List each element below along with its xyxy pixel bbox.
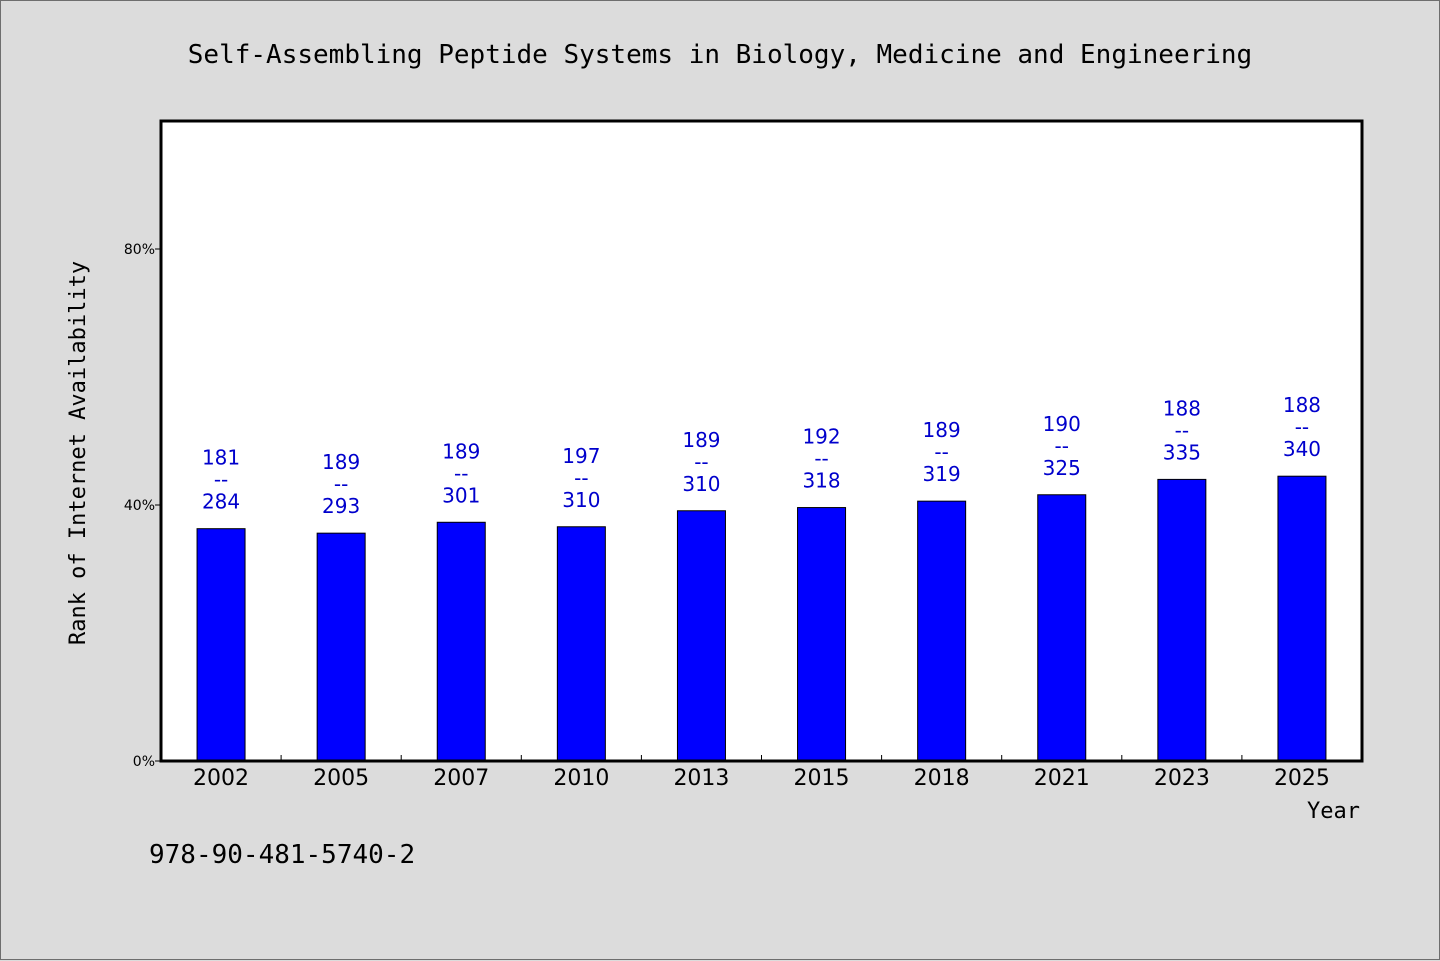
data-label: -- xyxy=(1055,434,1069,458)
data-label: 284 xyxy=(202,490,240,514)
y-axis-label: Rank of Internet Availability xyxy=(66,261,91,645)
bar xyxy=(1277,475,1327,762)
data-label: -- xyxy=(1175,418,1189,442)
data-label: 181 xyxy=(202,446,240,470)
data-label: 197 xyxy=(562,444,600,468)
x-tick-label: 2005 xyxy=(313,766,369,791)
data-label: 325 xyxy=(1043,456,1081,480)
bar xyxy=(676,510,726,762)
x-tick-label: 2013 xyxy=(673,766,729,791)
bar xyxy=(436,521,486,762)
x-tick-label: 2021 xyxy=(1034,766,1090,791)
data-label: 310 xyxy=(682,472,720,496)
x-tick-label: 2010 xyxy=(553,766,609,791)
data-label: 319 xyxy=(923,462,961,486)
data-label: 310 xyxy=(562,488,600,512)
data-label: 188 xyxy=(1283,393,1321,417)
y-tick-label: 0% xyxy=(133,754,155,770)
x-tick-label: 2007 xyxy=(433,766,489,791)
data-label: 192 xyxy=(802,425,840,449)
data-label: 301 xyxy=(442,483,480,507)
data-label: -- xyxy=(814,447,828,471)
bars-layer xyxy=(196,475,1327,762)
data-label: -- xyxy=(694,450,708,474)
y-tick-label: 80% xyxy=(124,242,155,258)
data-labels-layer: 181--284189--293189--301197--310189--310… xyxy=(202,393,1321,518)
data-label: -- xyxy=(214,468,228,492)
x-tick-label: 2015 xyxy=(794,766,850,791)
bar xyxy=(316,532,366,762)
data-label: 189 xyxy=(923,418,961,442)
bar xyxy=(196,528,246,762)
data-label: -- xyxy=(454,461,468,485)
y-tick-label: 40% xyxy=(124,498,155,514)
x-axis-label: Year xyxy=(1307,799,1360,824)
bar xyxy=(1157,478,1207,762)
data-label: 340 xyxy=(1283,437,1321,461)
data-label: -- xyxy=(574,466,588,490)
data-label: 189 xyxy=(322,450,360,474)
x-tick-label: 2023 xyxy=(1154,766,1210,791)
bar xyxy=(556,526,606,762)
isbn-text: 978-90-481-5740-2 xyxy=(149,840,415,870)
x-tick-label: 2018 xyxy=(914,766,970,791)
x-tick-label: 2002 xyxy=(193,766,249,791)
data-label: 335 xyxy=(1163,440,1201,464)
data-label: -- xyxy=(1295,415,1309,439)
data-label: 293 xyxy=(322,494,360,518)
data-label: 189 xyxy=(682,428,720,452)
data-label: 189 xyxy=(442,439,480,463)
data-label: -- xyxy=(334,472,348,496)
bar xyxy=(917,500,967,762)
bar xyxy=(1037,494,1087,762)
bar xyxy=(797,507,847,762)
data-label: 318 xyxy=(802,469,840,493)
data-label: -- xyxy=(934,440,948,464)
plot-border xyxy=(159,119,1364,763)
data-label: 188 xyxy=(1163,396,1201,420)
ticks-layer: 0% 40% 80% 2002 2005 2007 2010 2013 2015 2018 2021… xyxy=(124,242,1330,791)
x-tick-label: 2025 xyxy=(1274,766,1330,791)
data-label: 190 xyxy=(1043,412,1081,436)
chart-title: Self-Assembling Peptide Systems in Biolo… xyxy=(188,40,1252,70)
